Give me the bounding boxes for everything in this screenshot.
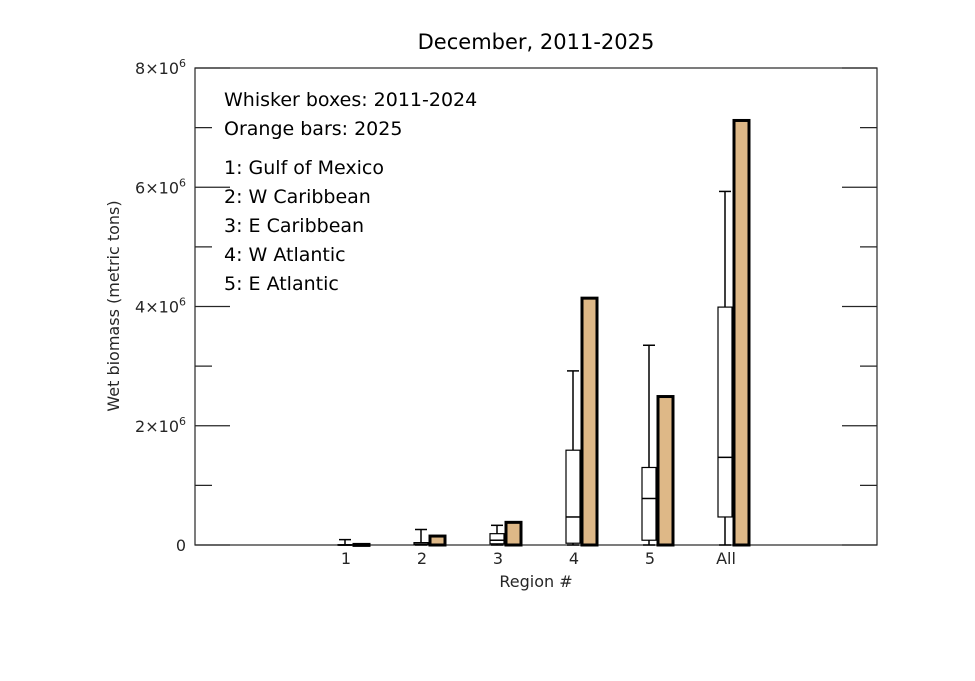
bar-2025 [504, 520, 523, 547]
legend-line-bars: Orange bars: 2025 [224, 118, 402, 140]
x-tick-label: 1 [341, 549, 351, 568]
bar-2025 [428, 534, 447, 547]
bar-2025 [656, 395, 675, 547]
x-tick-label: 2 [417, 549, 427, 568]
box-iqr [565, 449, 581, 544]
y-tick-label: 0 [176, 536, 186, 555]
box-iqr [717, 306, 733, 518]
x-tick-label: 4 [569, 549, 579, 568]
region-line-5: 5: E Atlantic [224, 273, 339, 295]
x-axis-label: Region # [499, 572, 572, 591]
y-tick-label: 6×106 [135, 176, 186, 197]
region-line-3: 3: E Caribbean [224, 215, 364, 237]
bar-2025 [732, 118, 751, 547]
y-tick-label: 8×106 [135, 57, 186, 78]
box-iqr [489, 533, 505, 545]
x-tick-label: 5 [645, 549, 655, 568]
bar-2025 [352, 542, 371, 547]
bar-2025 [580, 296, 599, 547]
region-line-1: 1: Gulf of Mexico [224, 157, 384, 179]
region-line-2: 2: W Caribbean [224, 186, 371, 208]
x-tick-label: 3 [493, 549, 503, 568]
y-axis-label: Wet biomass (metric tons) [104, 200, 123, 411]
x-tick-label: All [716, 549, 736, 568]
y-tick-label: 2×106 [135, 415, 186, 436]
region-line-4: 4: W Atlantic [224, 244, 346, 266]
legend-line-boxes: Whisker boxes: 2011-2024 [224, 89, 477, 111]
chart-title: December, 2011-2025 [418, 30, 655, 54]
y-tick-label: 4×106 [135, 296, 186, 317]
box-iqr [641, 466, 657, 541]
